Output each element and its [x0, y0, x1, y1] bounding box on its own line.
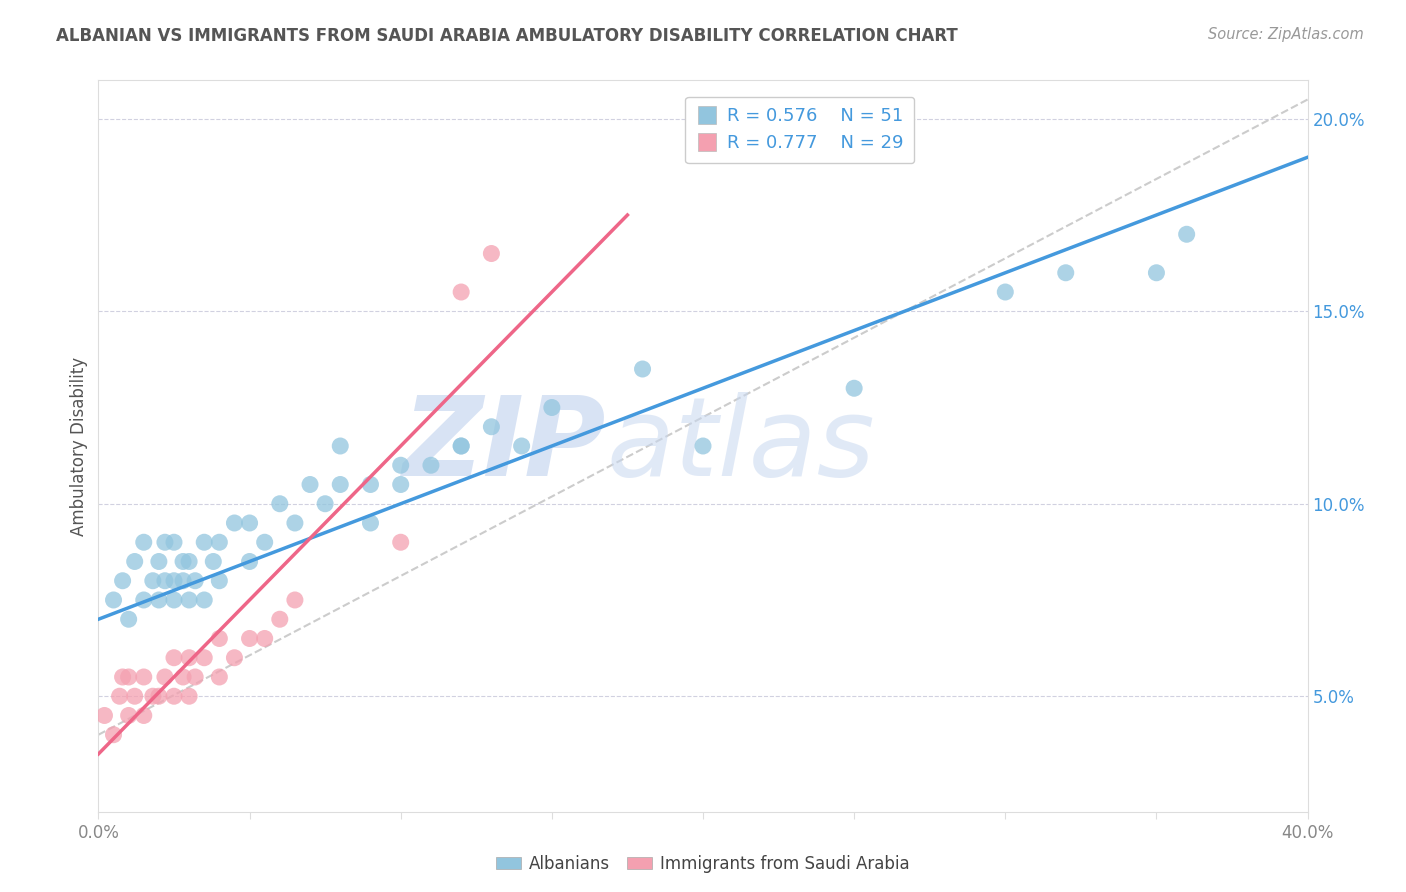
Point: [142, 574, 165, 588]
Point: [202, 554, 225, 568]
Point: [284, 516, 307, 530]
Point: [360, 477, 382, 491]
Point: [179, 554, 201, 568]
Point: [153, 670, 176, 684]
Point: [193, 535, 215, 549]
Point: [329, 477, 352, 491]
Point: [184, 670, 207, 684]
Text: atlas: atlas: [606, 392, 875, 500]
Point: [389, 477, 412, 491]
Point: [172, 670, 194, 684]
Point: [510, 439, 533, 453]
Point: [163, 650, 186, 665]
Point: [692, 439, 714, 453]
Point: [142, 690, 165, 704]
Point: [329, 439, 352, 453]
Point: [111, 670, 134, 684]
Point: [124, 554, 146, 568]
Point: [269, 497, 291, 511]
Point: [118, 708, 141, 723]
Point: [179, 593, 201, 607]
Point: [124, 690, 146, 704]
Point: [239, 554, 262, 568]
Point: [148, 690, 170, 704]
Point: [163, 535, 186, 549]
Point: [108, 690, 131, 704]
Point: [148, 593, 170, 607]
Point: [118, 612, 141, 626]
Point: [284, 593, 307, 607]
Point: [314, 497, 336, 511]
Point: [253, 535, 276, 549]
Point: [132, 708, 155, 723]
Point: [103, 593, 125, 607]
Point: [184, 574, 207, 588]
Point: [994, 285, 1017, 299]
Point: [172, 574, 194, 588]
Text: Source: ZipAtlas.com: Source: ZipAtlas.com: [1208, 27, 1364, 42]
Point: [1175, 227, 1198, 242]
Point: [179, 690, 201, 704]
Point: [132, 593, 155, 607]
Point: [93, 708, 115, 723]
Point: [239, 632, 262, 646]
Point: [844, 381, 866, 395]
Point: [208, 670, 231, 684]
Point: [163, 574, 186, 588]
Point: [208, 574, 231, 588]
Y-axis label: Ambulatory Disability: Ambulatory Disability: [70, 357, 89, 535]
Point: [153, 535, 176, 549]
Point: [540, 401, 562, 415]
Legend: Albanians, Immigrants from Saudi Arabia: Albanians, Immigrants from Saudi Arabia: [489, 848, 917, 880]
Point: [224, 516, 246, 530]
Point: [208, 632, 231, 646]
Point: [631, 362, 654, 376]
Point: [193, 650, 215, 665]
Text: ZIP: ZIP: [402, 392, 606, 500]
Point: [299, 477, 322, 491]
Point: [193, 593, 215, 607]
Point: [1144, 266, 1167, 280]
Point: [163, 593, 186, 607]
Point: [132, 535, 155, 549]
Point: [253, 632, 276, 646]
Point: [163, 690, 186, 704]
Point: [179, 650, 201, 665]
Point: [360, 516, 382, 530]
Point: [172, 554, 194, 568]
Point: [389, 535, 412, 549]
Point: [132, 670, 155, 684]
Point: [450, 285, 472, 299]
Point: [389, 458, 412, 473]
Point: [208, 535, 231, 549]
Point: [153, 574, 176, 588]
Point: [450, 439, 472, 453]
Point: [450, 439, 472, 453]
Point: [103, 728, 125, 742]
Point: [481, 419, 503, 434]
Point: [224, 650, 246, 665]
Point: [420, 458, 443, 473]
Point: [1054, 266, 1077, 280]
Point: [269, 612, 291, 626]
Point: [111, 574, 134, 588]
Legend: R = 0.576    N = 51, R = 0.777    N = 29: R = 0.576 N = 51, R = 0.777 N = 29: [685, 96, 914, 163]
Point: [481, 246, 503, 260]
Point: [118, 670, 141, 684]
Text: ALBANIAN VS IMMIGRANTS FROM SAUDI ARABIA AMBULATORY DISABILITY CORRELATION CHART: ALBANIAN VS IMMIGRANTS FROM SAUDI ARABIA…: [56, 27, 957, 45]
Point: [148, 554, 170, 568]
Point: [239, 516, 262, 530]
